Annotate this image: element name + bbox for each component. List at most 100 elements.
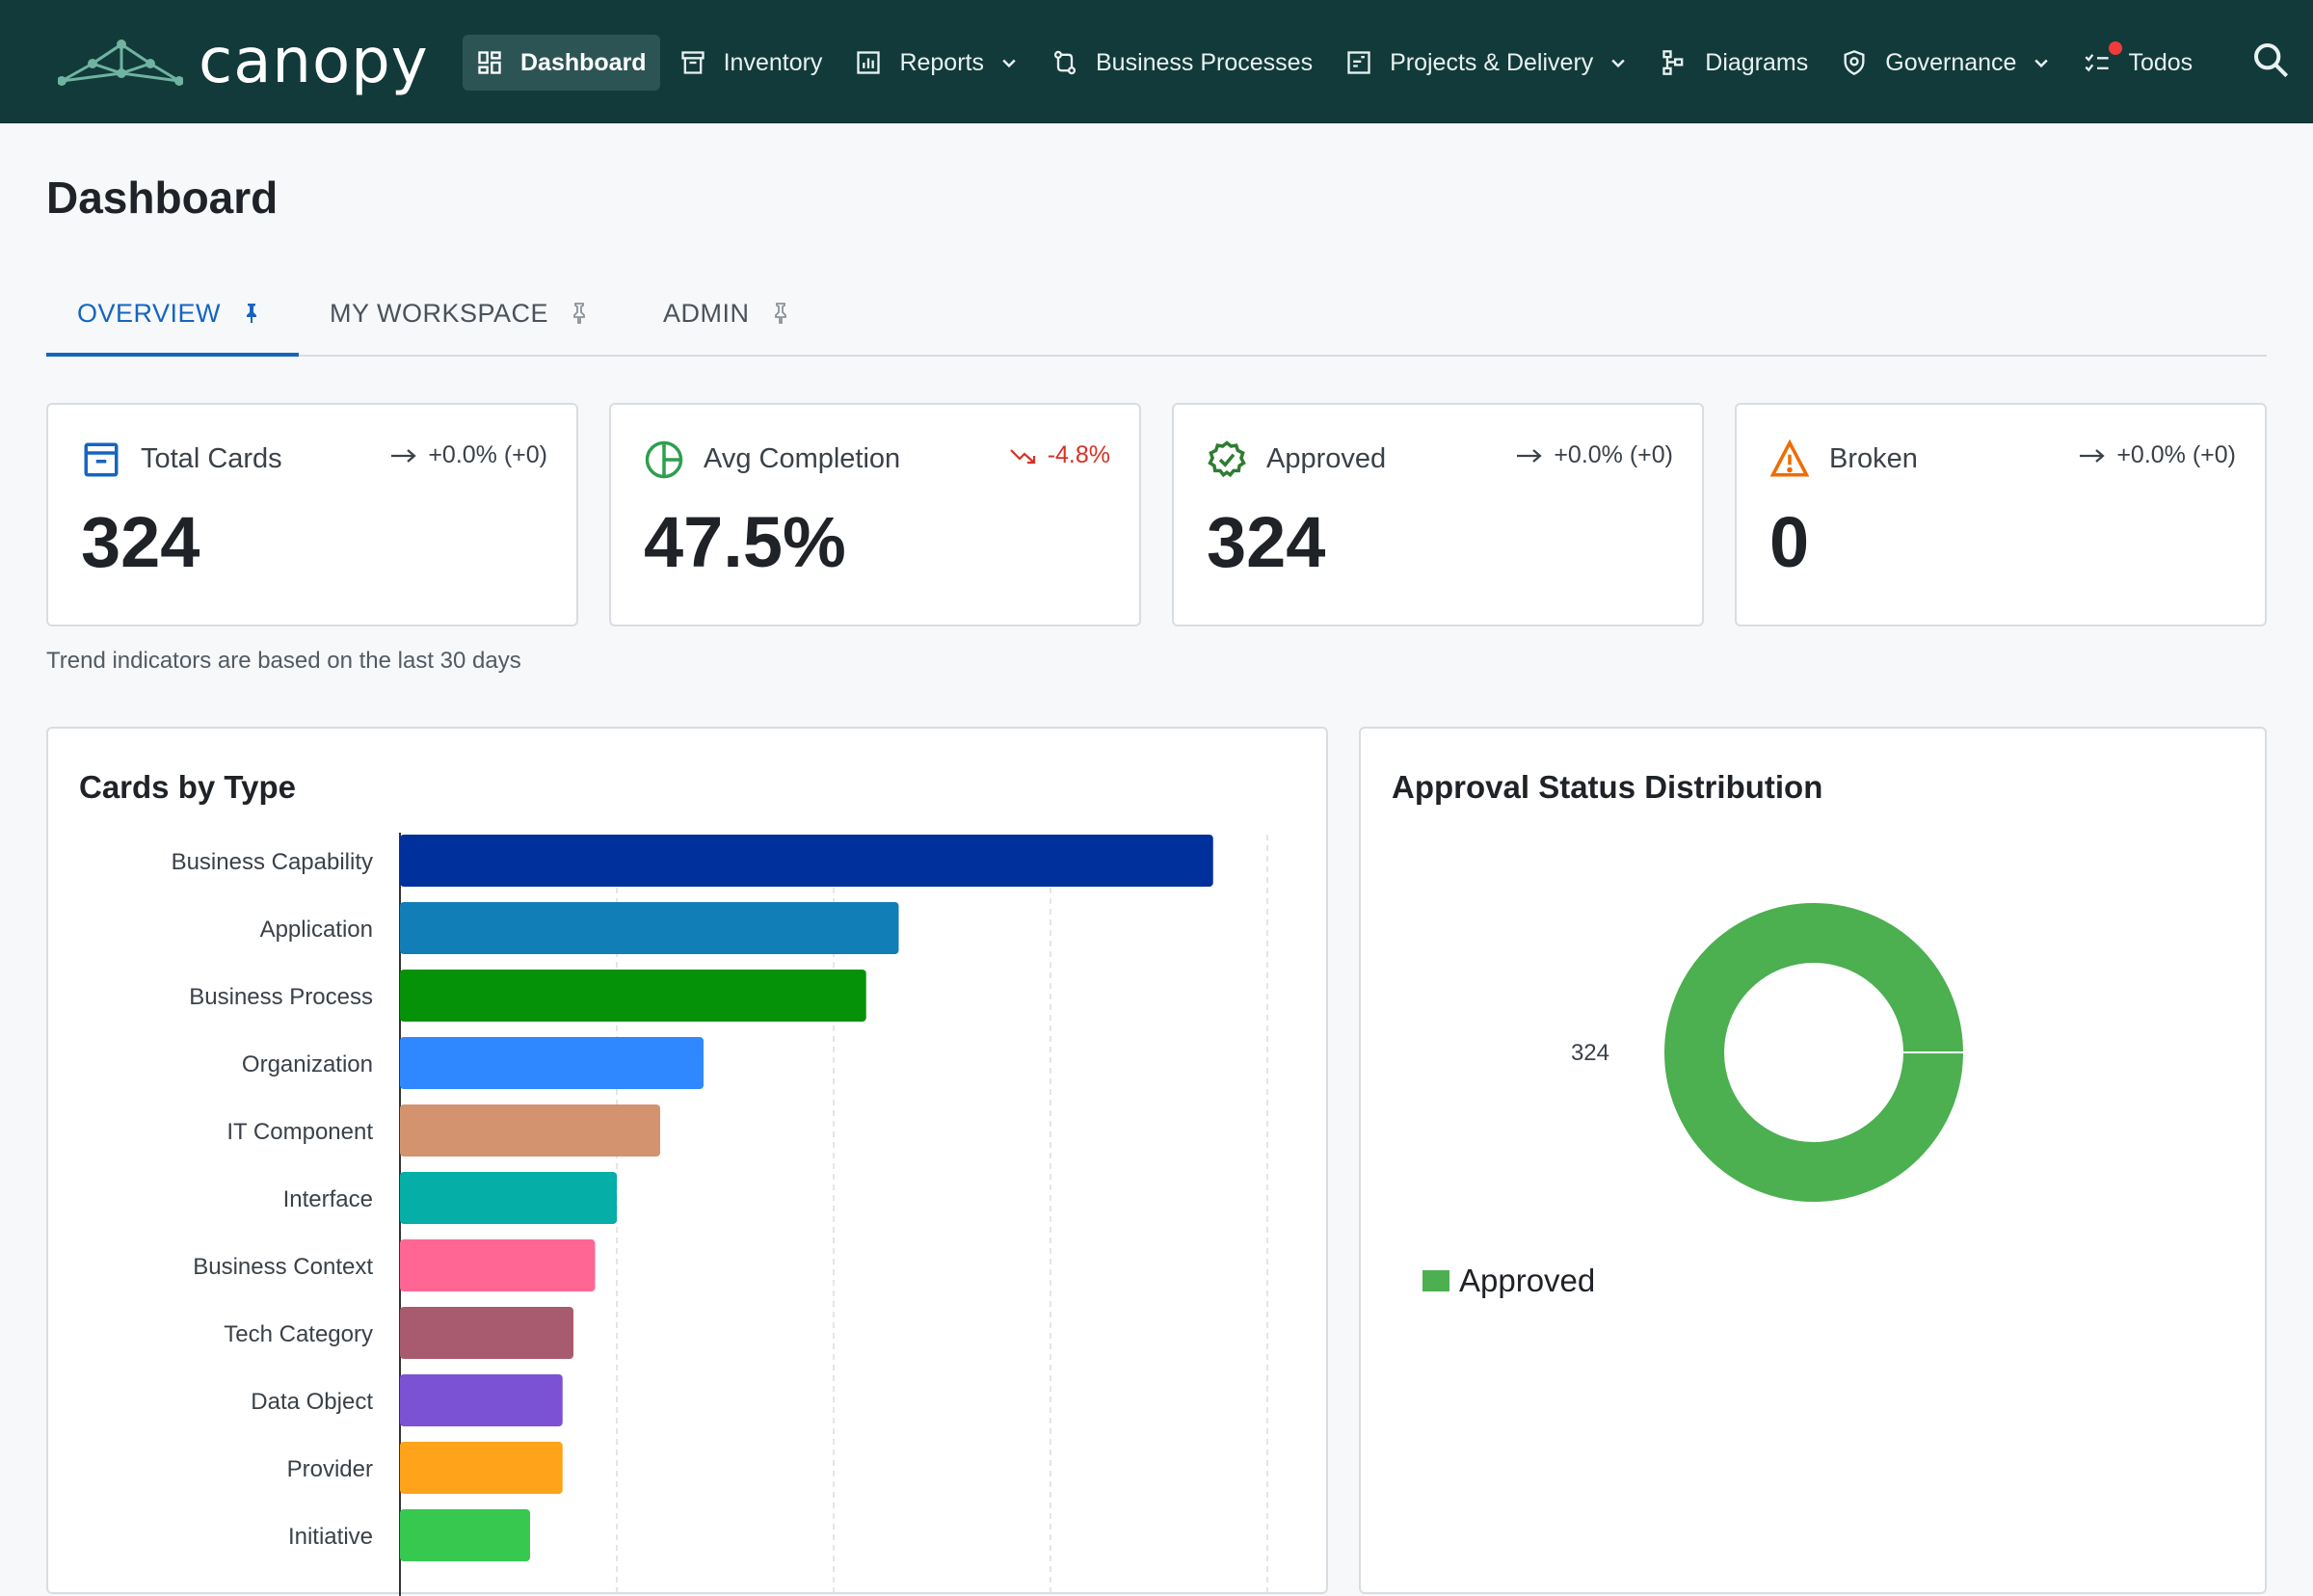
bar[interactable] <box>400 902 899 954</box>
panel-title: Approval Status Distribution <box>1392 769 1823 805</box>
tab-my-workspace[interactable]: MY WORKSPACE <box>330 270 591 357</box>
canopy-logo-icon <box>58 40 183 86</box>
notification-dot <box>2109 41 2123 55</box>
tab-label: ADMIN <box>663 298 750 328</box>
y-tick-label: Application <box>260 917 373 943</box>
legend-swatch <box>1422 1270 1449 1291</box>
nav-item-diagrams[interactable]: Diagrams <box>1647 35 1821 91</box>
cards-by-type-chart: Business Capability Application Business P… <box>172 833 1268 1596</box>
stat-trend-value: +0.0% (+0) <box>2116 441 2236 468</box>
dashboard-tabs: OVERVIEW MY WORKSPACE ADMIN <box>46 270 2267 357</box>
dashboard-icon <box>478 51 501 74</box>
stat-value: 324 <box>1207 502 1326 582</box>
y-tick-label: Provider <box>287 1456 373 1482</box>
inventory-icon <box>680 51 705 74</box>
bar[interactable] <box>400 1442 563 1494</box>
stat-trend-value: +0.0% (+0) <box>1554 441 1673 468</box>
arrow-right-icon <box>391 448 417 463</box>
nav-item-dashboard[interactable]: Dashboard <box>463 35 660 91</box>
tab-label: OVERVIEW <box>77 298 222 328</box>
warning-icon <box>1769 439 1810 477</box>
cards-by-type-panel: Cards by Type Business Capability Applica… <box>46 727 1328 1596</box>
bar[interactable] <box>400 1239 596 1291</box>
app-name: canopy <box>199 26 429 97</box>
nav-item-inventory[interactable]: Inventory <box>666 35 837 91</box>
pin-filled-icon[interactable] <box>240 302 263 325</box>
nav-item-reports[interactable]: Reports <box>841 35 1032 91</box>
nav-label: Inventory <box>723 48 823 76</box>
tab-admin[interactable]: ADMIN <box>663 270 792 357</box>
y-tick-label: Business Context <box>193 1254 373 1280</box>
stat-label: Avg Completion <box>704 443 901 474</box>
archive-icon <box>84 442 119 477</box>
bar[interactable] <box>400 1374 563 1426</box>
approval-status-chart: 324 <box>1571 903 1963 1202</box>
main-nav: Dashboard Inventory Reports Business Pro… <box>463 35 2212 91</box>
search-icon[interactable] <box>2251 40 2290 79</box>
trend-note: Trend indicators are based on the last 3… <box>46 648 521 674</box>
nav-item-governance[interactable]: Governance <box>1827 35 2064 91</box>
y-tick-label: Organization <box>242 1051 373 1077</box>
nav-label: Projects & Delivery <box>1390 48 1594 76</box>
nav-label: Business Processes <box>1095 48 1314 76</box>
stat-card-broken: Broken +0.0% (+0) 0 <box>1735 403 2267 626</box>
stat-trend-value: -4.8% <box>1047 441 1110 468</box>
chevron-down-icon <box>1611 59 1625 68</box>
arrow-right-icon <box>2080 448 2106 463</box>
stat-trend: +0.0% (+0) <box>389 441 547 469</box>
bar[interactable] <box>400 970 866 1022</box>
nav-label: Dashboard <box>520 48 647 76</box>
pin-outline-icon[interactable] <box>568 302 591 325</box>
arrow-right-icon <box>1517 448 1543 463</box>
pie-progress-icon <box>645 440 683 479</box>
tab-label: MY WORKSPACE <box>330 298 549 328</box>
panel-title: Cards by Type <box>79 769 296 805</box>
todos-icon-wrap <box>2084 41 2128 76</box>
y-tick-label: Data Object <box>251 1389 373 1415</box>
tab-overview[interactable]: OVERVIEW <box>77 270 263 357</box>
app-logo[interactable]: canopy <box>58 26 429 97</box>
data-label: 324 <box>1571 1040 1609 1066</box>
bar[interactable] <box>400 1037 704 1089</box>
stat-value: 324 <box>81 502 200 582</box>
nav-label: Todos <box>2128 48 2193 76</box>
y-tick-label: Interface <box>283 1186 373 1212</box>
trending-down-icon <box>1009 448 1035 464</box>
nav-label: Diagrams <box>1705 48 1809 76</box>
diagram-icon <box>1662 50 1684 75</box>
y-tick-label: Tech Category <box>224 1321 373 1347</box>
stat-trend: +0.0% (+0) <box>1515 441 1673 469</box>
stat-trend: -4.8% <box>1009 441 1110 469</box>
stat-label: Approved <box>1266 443 1387 474</box>
bar[interactable] <box>400 1307 573 1359</box>
bar[interactable] <box>400 1104 660 1157</box>
bar[interactable] <box>400 1172 617 1224</box>
active-tab-indicator <box>46 353 299 357</box>
chart-legend[interactable]: Approved <box>1422 1263 1595 1299</box>
y-tick-label: Business Process <box>189 984 373 1010</box>
stat-trend-value: +0.0% (+0) <box>428 441 547 468</box>
nav-item-business-processes[interactable]: Business Processes <box>1038 35 1326 91</box>
governance-icon <box>1844 50 1865 75</box>
y-tick-label: Business Capability <box>172 849 373 875</box>
stat-label: Total Cards <box>141 443 282 474</box>
nav-item-projects-delivery[interactable]: Projects & Delivery <box>1332 35 1641 91</box>
process-icon <box>1053 50 1077 75</box>
approval-status-panel: Approval Status Distribution 324 Approve… <box>1359 727 2267 1594</box>
y-tick-label: Initiative <box>288 1524 373 1550</box>
reports-icon <box>857 51 881 74</box>
nav-label: Reports <box>899 48 984 76</box>
stat-value: 0 <box>1769 502 1810 582</box>
legend-label: Approved <box>1459 1263 1596 1298</box>
stat-label: Broken <box>1829 443 1918 474</box>
donut-slice[interactable] <box>1664 903 1963 1202</box>
top-navigation-bar: canopy Dashboard Inventory Reports Busin… <box>0 0 2313 123</box>
bar[interactable] <box>400 1509 530 1561</box>
verified-badge-icon <box>1208 440 1246 478</box>
pin-outline-icon[interactable] <box>769 302 792 325</box>
chevron-down-icon <box>1002 59 1016 68</box>
nav-label: Governance <box>1885 48 2017 76</box>
page-title: Dashboard <box>46 173 279 223</box>
nav-item-todos[interactable]: Todos <box>2070 35 2206 91</box>
bar[interactable] <box>400 835 1213 887</box>
